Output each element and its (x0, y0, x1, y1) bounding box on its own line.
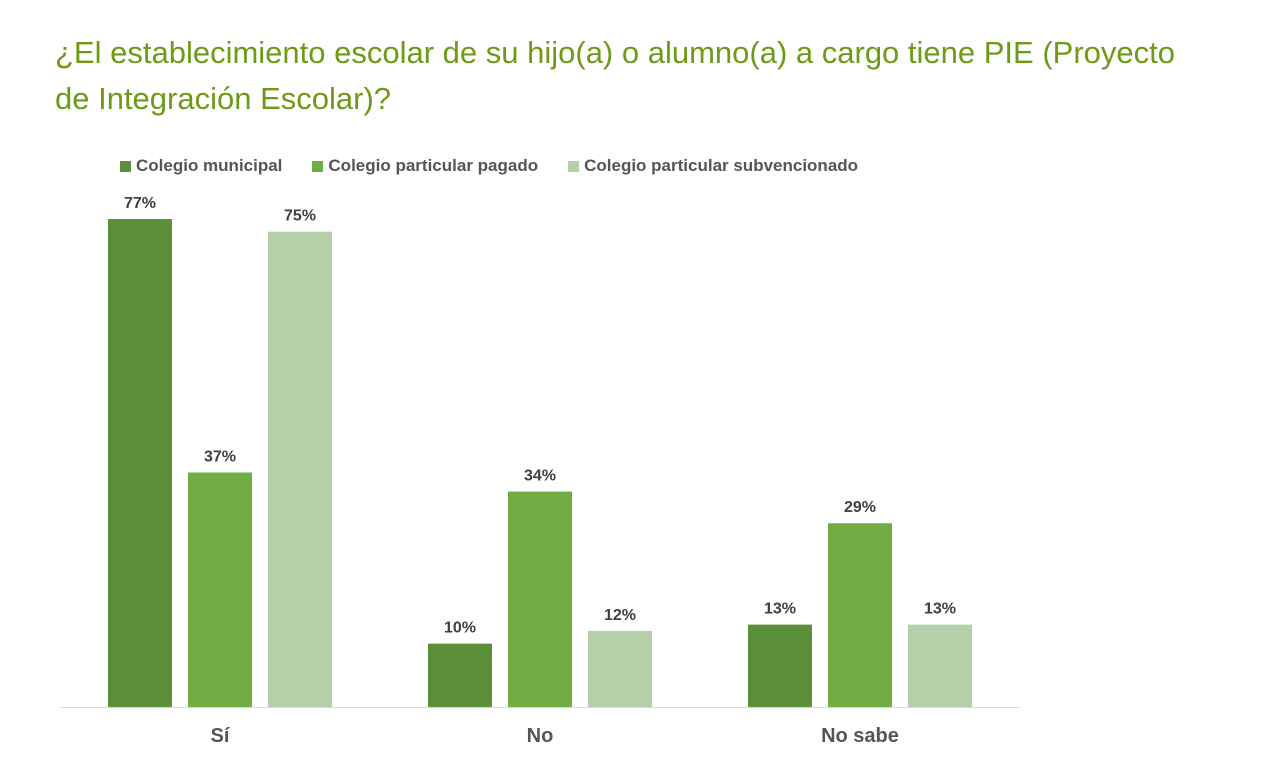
data-label: 37% (204, 449, 236, 466)
legend: Colegio municipal Colegio particular paga… (120, 156, 858, 176)
data-label: 34% (524, 468, 556, 485)
bar (108, 219, 172, 707)
legend-item: Colegio particular pagado (312, 156, 538, 176)
category-label: No (527, 725, 554, 747)
legend-swatch (120, 160, 131, 172)
bar (508, 491, 572, 707)
category-label: No sabe (821, 725, 899, 747)
bar (908, 624, 972, 707)
legend-label: Colegio municipal (136, 156, 283, 175)
data-label: 77% (124, 195, 156, 212)
category-label: Sí (211, 725, 231, 747)
data-label: 12% (604, 607, 636, 624)
bar (268, 231, 332, 707)
legend-item: Colegio particular subvencionado (568, 156, 858, 176)
chart-title: ¿El establecimiento escolar de su hijo(a… (55, 35, 1175, 116)
bar (428, 643, 492, 707)
bar (828, 523, 892, 707)
legend-swatch (568, 160, 580, 172)
bar (748, 624, 812, 707)
legend-swatch (312, 160, 324, 172)
data-label: 10% (444, 620, 476, 637)
bar (588, 630, 652, 707)
data-label: 29% (844, 499, 876, 516)
legend-label: Colegio particular pagado (328, 156, 539, 175)
data-label: 13% (764, 601, 796, 618)
bar (188, 472, 252, 707)
legend-item: Colegio municipal (120, 156, 282, 176)
data-label: 75% (284, 208, 316, 225)
data-label: 13% (924, 601, 956, 618)
legend-label: Colegio particular subvencionado (584, 156, 859, 175)
